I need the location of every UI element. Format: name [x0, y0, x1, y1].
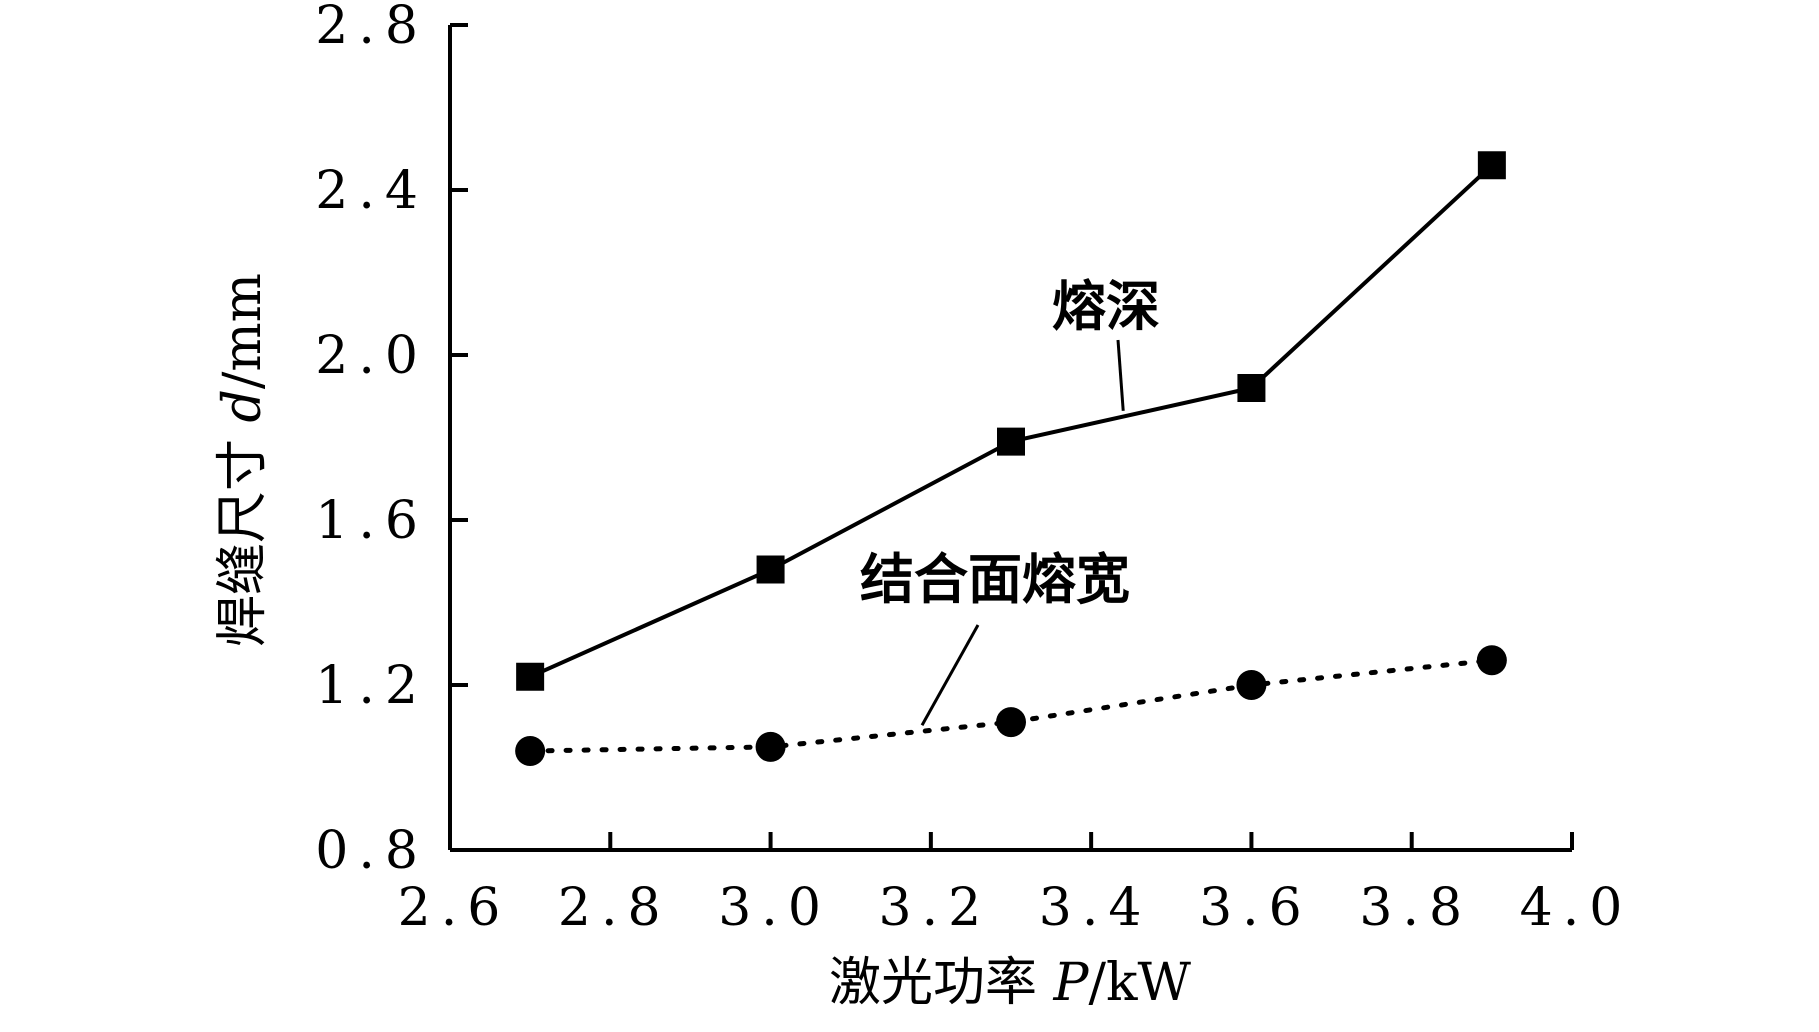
data-point-circle	[1476, 645, 1507, 676]
y-tick-label: 1.2	[315, 656, 428, 716]
data-point-square	[1477, 151, 1506, 180]
series-label-penetration: 熔深	[1052, 275, 1160, 338]
data-point-circle	[1236, 670, 1267, 700]
leader-line-penetration	[1116, 339, 1125, 411]
data-point-circle	[996, 707, 1026, 738]
series-lines	[527, 163, 1495, 754]
x-axis-label: 激光功率 P/kW	[829, 953, 1192, 1013]
series-markers	[515, 151, 1507, 766]
axes: 2.6 2.8 3.0 3.2 3.4 3.6 3.8 4.0 0.8 1.2 1.6 2.0 2.4 2…	[315, 0, 1633, 938]
data-point-square	[756, 555, 785, 584]
data-point-square	[516, 662, 545, 691]
y-tick-label: 0.8	[315, 821, 428, 881]
x-tick-label: 3.4	[1039, 878, 1152, 938]
y-tick-label: 2.8	[315, 0, 428, 56]
leader-line-interface-width	[920, 624, 980, 727]
y-tick-label: 1.6	[315, 491, 428, 551]
data-point-circle	[515, 736, 546, 766]
series-leader-lines	[920, 339, 1125, 727]
data-point-square	[997, 427, 1025, 456]
y-axis-label-variable: d	[213, 389, 273, 422]
x-tick-label: 3.6	[1199, 878, 1312, 938]
y-axis-label-unit: /mm	[213, 273, 273, 389]
x-tick-label: 3.2	[879, 878, 992, 938]
y-tick-label: 2.0	[315, 326, 428, 386]
y-tick-label: 2.4	[315, 161, 428, 221]
x-tick-label: 3.8	[1359, 878, 1472, 938]
x-tick-label: 2.8	[558, 878, 671, 938]
y-axis-label-text: 焊缝尺寸	[213, 422, 273, 647]
x-tick-label: 3.0	[718, 878, 831, 938]
x-tick-label: 4.0	[1520, 878, 1633, 938]
x-tick-label: 2.6	[398, 878, 511, 938]
x-axis-label-unit: /kW	[1089, 953, 1192, 1013]
data-point-circle	[755, 731, 786, 762]
series-line-1	[527, 657, 1495, 754]
x-axis-label-variable: P	[1053, 953, 1090, 1013]
x-axis-label-text: 激光功率	[829, 953, 1054, 1013]
y-axis-label: 焊缝尺寸 d/mm	[213, 273, 273, 647]
data-point-square	[1237, 374, 1266, 402]
series-label-interface-width: 结合面熔宽	[860, 548, 1130, 611]
